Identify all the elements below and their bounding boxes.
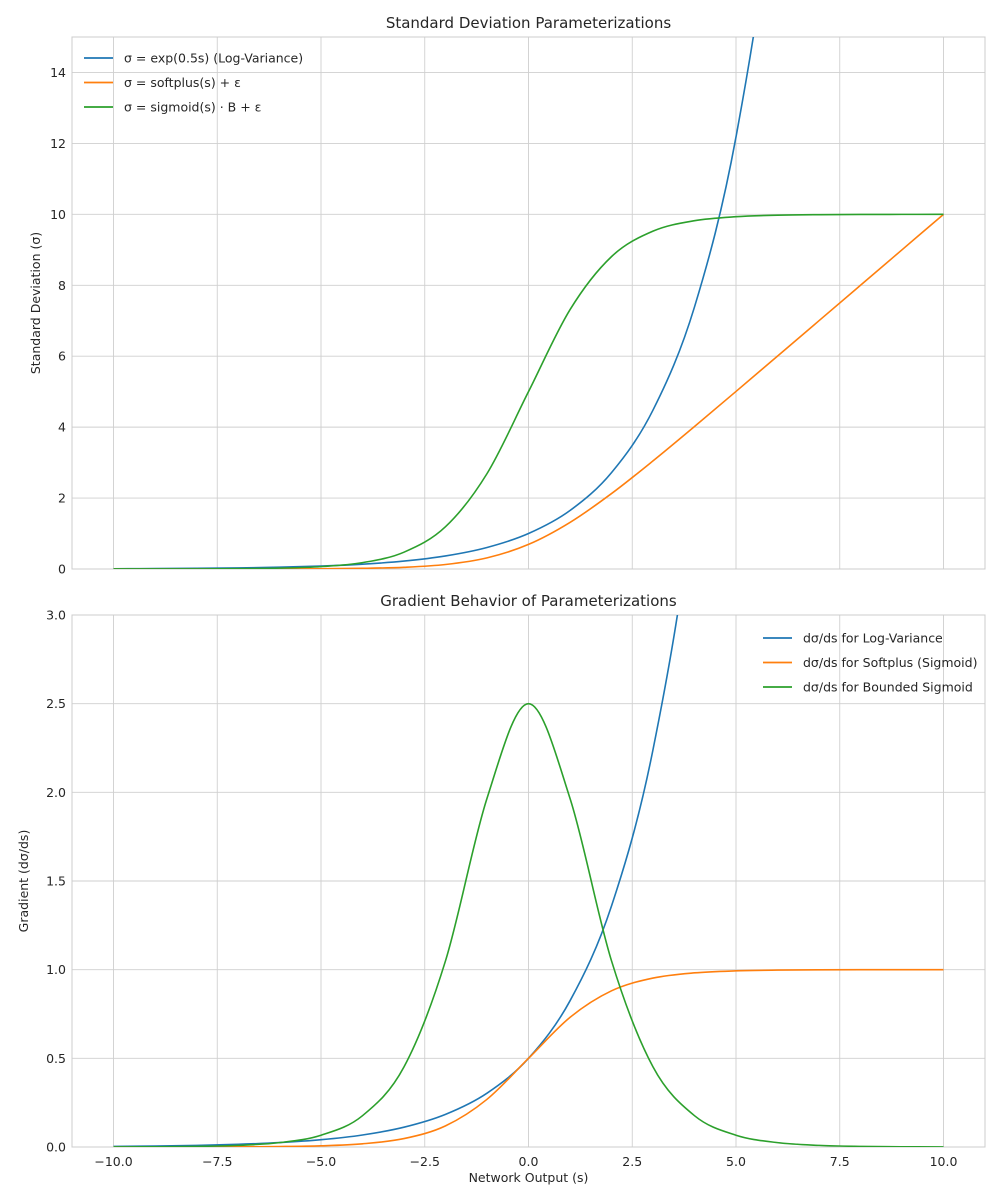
- legend-label-1: σ = softplus(s) + ε: [124, 75, 241, 90]
- series-group: [113, 37, 945, 569]
- y-axis-label: Standard Deviation (σ): [28, 232, 43, 374]
- x-tick-label: 5.0: [726, 1154, 746, 1169]
- y-tick-label: 1.0: [46, 962, 66, 977]
- y-tick-label: 1.5: [46, 874, 66, 889]
- x-tick-label: −5.0: [306, 1154, 336, 1169]
- chart-title: Standard Deviation Parameterizations: [386, 14, 672, 32]
- y-tick-label: 2: [58, 491, 66, 506]
- y-tick-label: 2.5: [46, 696, 66, 711]
- bottom-chart-axes: −10.0 −7.5 −5.0 −2.5 0.0 2.5 5.0 7.5 10.0 0.0 0.5 1…: [16, 592, 986, 1185]
- x-tick-label: 2.5: [622, 1154, 642, 1169]
- legend-label-2: dσ/ds for Bounded Sigmoid: [803, 680, 973, 695]
- y-tick-label: 10: [50, 207, 66, 222]
- legend-label-0: σ = exp(0.5s) (Log-Variance): [124, 51, 303, 66]
- x-tick-label: 7.5: [830, 1154, 850, 1169]
- x-tick-label: −7.5: [202, 1154, 232, 1169]
- y-tick-label: 8: [58, 278, 66, 293]
- y-axis-label: Gradient (dσ/ds): [16, 830, 31, 933]
- y-tick-label: 0: [58, 562, 66, 577]
- series-group: [113, 615, 944, 1147]
- legend-label-2: σ = sigmoid(s) · B + ε: [124, 100, 261, 115]
- x-tick-label: 0.0: [519, 1154, 539, 1169]
- series-line-1: [113, 968, 944, 1147]
- series-line-2: [113, 702, 944, 1147]
- y-tick-label: 2.0: [46, 785, 66, 800]
- y-tick-label: 12: [50, 136, 66, 151]
- y-tick-label: 4: [58, 420, 66, 435]
- x-axis-label: Network Output (s): [469, 1170, 589, 1185]
- legend-label-0: dσ/ds for Log-Variance: [803, 631, 943, 646]
- y-tick-label: 0.5: [46, 1051, 66, 1066]
- plot-frame: [71, 614, 986, 1148]
- x-tick-label: 10.0: [930, 1154, 958, 1169]
- y-tick-label: 6: [58, 349, 66, 364]
- x-tick-label: −10.0: [94, 1154, 132, 1169]
- x-tick-label: −2.5: [410, 1154, 440, 1169]
- series-line-2: [113, 213, 944, 569]
- y-tick-label: 14: [50, 65, 66, 80]
- y-tick-label: 0.0: [46, 1140, 66, 1155]
- legend-label-1: dσ/ds for Softplus (Sigmoid): [803, 655, 977, 670]
- top-chart-axes: 0 2 4 6 8 10 12 14 Standard Deviation Parameteri…: [28, 14, 986, 577]
- plot-frame: [71, 36, 986, 570]
- chart-title: Gradient Behavior of Parameterizations: [380, 592, 677, 610]
- y-tick-label: 3.0: [46, 608, 66, 623]
- series-line-0: [113, 615, 679, 1147]
